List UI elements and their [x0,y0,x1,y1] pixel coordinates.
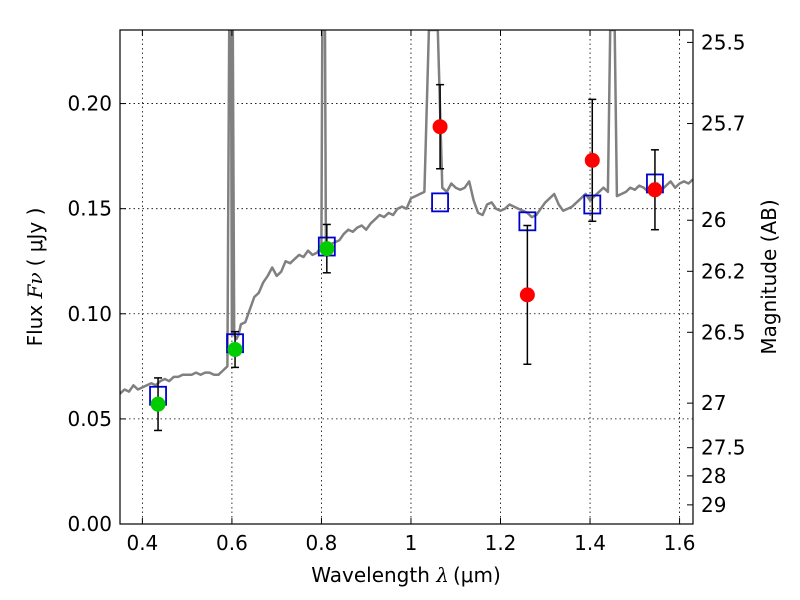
y-tick-label: 0.15 [67,197,112,221]
red-data-point [647,182,663,198]
plot-frame [119,29,694,525]
green-data-point [319,241,335,257]
y-tick-label: 0.05 [67,407,112,431]
model-box [431,192,449,213]
red-data-point [519,287,535,303]
plot-background [120,30,693,524]
y2-tick-label: 29 [701,493,726,517]
x-tick-label: 1.6 [664,531,696,555]
y2-tick-label: 25.7 [701,112,746,136]
x-tick-label: 1 [405,531,418,555]
y-axis-title: Flux Fν( μJy ) [23,208,47,347]
y2-axis-title: Magnitude (AB) [757,199,781,354]
green-data-point [150,396,166,412]
y2-tick-label: 25.5 [701,30,746,54]
y2-tick-label: 26.2 [701,259,746,283]
y2-tick-label: 27.5 [701,436,746,460]
y2-tick-label: 27 [701,391,726,415]
y-tick-label: 0.10 [67,302,112,326]
x-tick-label: 0.6 [216,531,248,555]
y2-tick-label: 26 [701,208,726,232]
x-axis-title: Wavelength λ (μm) [311,563,501,587]
y-tick-label: 0.20 [67,92,112,116]
ticks: 0.4 0.6 0.8 1 1.2 1.4 1.6 0.00 0.05 0.10 0.15 0.20 2… [67,30,746,555]
x-tick-label: 1.2 [485,531,517,555]
observed-layer [150,83,663,432]
x-tick-label: 1.4 [574,531,606,555]
x-tick-label: 0.4 [126,531,158,555]
red-data-point [584,152,600,168]
green-data-point [227,342,243,358]
red-data-point [432,119,448,135]
y2-tick-label: 28 [701,464,726,488]
y2-tick-label: 26.5 [701,320,746,344]
y-tick-label: 0.00 [67,512,112,536]
x-tick-label: 0.8 [306,531,338,555]
